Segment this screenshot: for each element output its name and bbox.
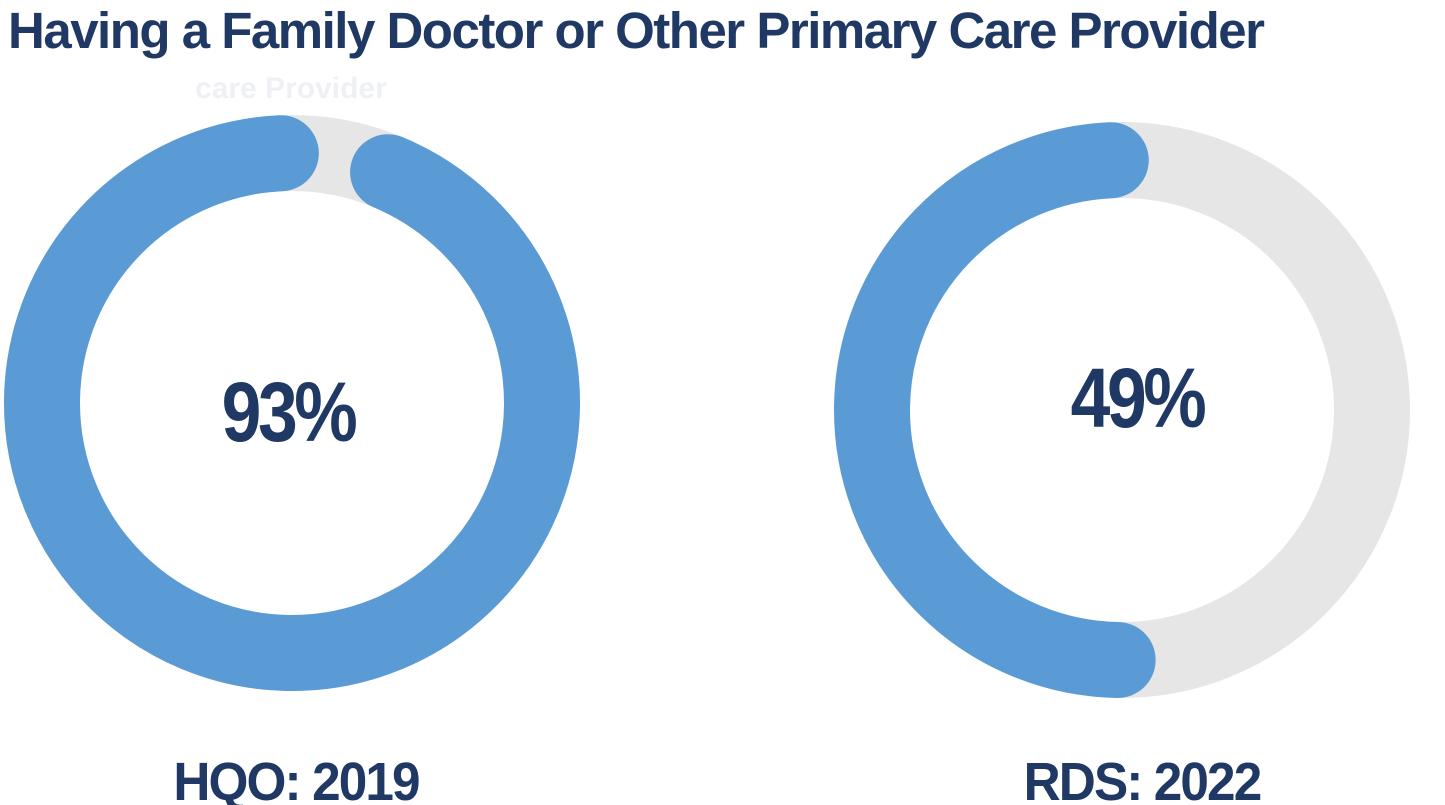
- rds-caption: RDS: 2022: [1023, 752, 1263, 805]
- rds-percent-value: 49%: [1070, 351, 1207, 445]
- hqo-percent-value: 93%: [221, 365, 358, 459]
- hqo-donut-chart: [4, 115, 580, 691]
- chart-title: Having a Family Doctor or Other Primary …: [8, 2, 1265, 59]
- ghost-title-artifact: care Provider: [195, 72, 387, 105]
- rds-donut-chart: [834, 122, 1410, 698]
- donut-arc: [834, 122, 1410, 698]
- donut-arc: [4, 115, 580, 691]
- hqo-caption: HQO: 2019: [173, 752, 420, 805]
